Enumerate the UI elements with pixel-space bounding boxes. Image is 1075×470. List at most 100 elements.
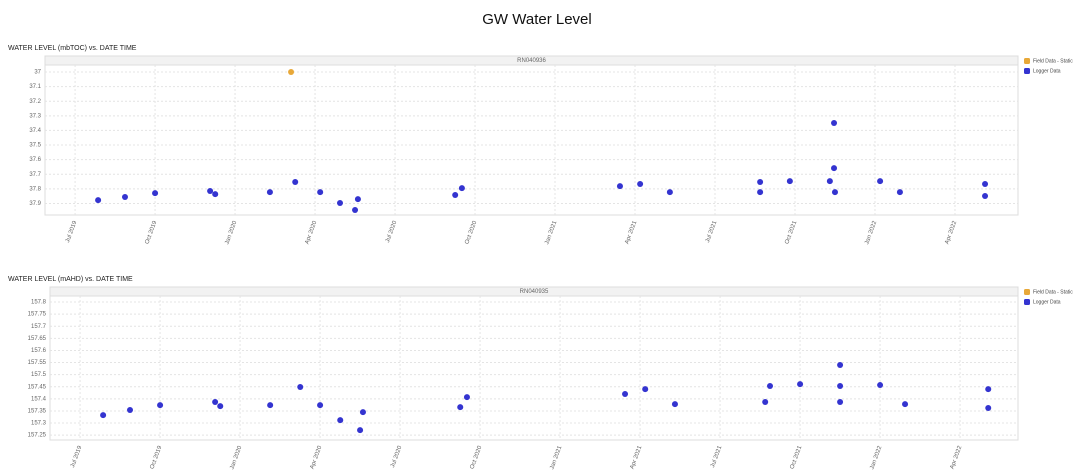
chart-title: WATER LEVEL (mbTOC) vs. DATE TIME bbox=[8, 45, 137, 52]
data-point bbox=[95, 197, 102, 204]
chart-title: WATER LEVEL (mAHD) vs. DATE TIME bbox=[8, 276, 133, 283]
data-point bbox=[831, 189, 838, 196]
data-point bbox=[896, 189, 903, 196]
x-tick-label: Jul 2020 bbox=[390, 445, 404, 469]
legend-swatch bbox=[1024, 299, 1030, 305]
data-point bbox=[666, 189, 673, 196]
data-point bbox=[985, 405, 992, 412]
x-tick-label: Jan 2022 bbox=[864, 220, 878, 246]
data-point bbox=[837, 383, 844, 390]
data-point bbox=[837, 361, 844, 368]
x-tick-label: Jan 2020 bbox=[224, 220, 238, 246]
y-tick-label: 157.45 bbox=[28, 384, 47, 390]
x-tick-label: Apr 2021 bbox=[624, 220, 638, 246]
y-tick-label: 37.6 bbox=[29, 157, 41, 163]
data-point bbox=[831, 119, 838, 126]
data-point bbox=[157, 402, 164, 409]
y-tick-label: 37.8 bbox=[29, 186, 41, 192]
x-tick-label: Oct 2020 bbox=[464, 220, 478, 246]
data-point bbox=[762, 399, 769, 406]
data-point bbox=[767, 383, 773, 390]
data-point bbox=[317, 189, 324, 196]
data-point bbox=[337, 417, 344, 424]
x-tick-label: Jan 2020 bbox=[229, 445, 243, 470]
y-tick-label: 37.2 bbox=[29, 99, 41, 105]
x-tick-label: Apr 2022 bbox=[944, 220, 958, 246]
data-point bbox=[212, 191, 219, 198]
data-point bbox=[152, 190, 159, 197]
data-point bbox=[352, 207, 359, 214]
data-point bbox=[877, 178, 884, 185]
x-tick-label: Jan 2022 bbox=[869, 445, 883, 470]
page-title: GW Water Level bbox=[482, 11, 591, 28]
data-point bbox=[266, 189, 273, 196]
data-point bbox=[354, 196, 361, 203]
x-tick-label: Apr 2020 bbox=[309, 445, 323, 470]
data-point bbox=[902, 401, 909, 408]
x-tick-label: Oct 2020 bbox=[469, 445, 483, 470]
data-point bbox=[212, 399, 219, 406]
data-point bbox=[877, 382, 884, 389]
y-tick-label: 157.6 bbox=[31, 348, 47, 354]
legend-label: Field Data - Static bbox=[1033, 58, 1073, 64]
y-tick-label: 157.4 bbox=[31, 396, 47, 402]
x-tick-label: Jul 2019 bbox=[65, 220, 79, 244]
y-tick-label: 157.25 bbox=[28, 433, 47, 439]
data-point bbox=[297, 383, 304, 390]
legend-swatch bbox=[1024, 58, 1030, 64]
y-tick-label: 157.8 bbox=[31, 300, 47, 306]
y-tick-label: 37.5 bbox=[29, 143, 41, 149]
y-tick-label: 157.55 bbox=[28, 360, 47, 366]
y-tick-label: 37.4 bbox=[29, 128, 41, 134]
y-tick-label: 37.7 bbox=[29, 172, 41, 178]
data-point bbox=[121, 194, 128, 201]
data-point bbox=[982, 193, 989, 200]
data-point bbox=[837, 399, 844, 406]
data-point bbox=[317, 402, 324, 409]
data-point bbox=[458, 185, 465, 192]
y-tick-label: 157.3 bbox=[31, 421, 47, 427]
x-tick-label: Oct 2021 bbox=[789, 445, 803, 470]
x-tick-label: Jul 2021 bbox=[710, 445, 724, 469]
x-tick-label: Jul 2021 bbox=[705, 220, 719, 244]
panel-label: RN040935 bbox=[520, 289, 549, 295]
data-point bbox=[637, 181, 644, 188]
y-tick-label: 37.9 bbox=[29, 201, 41, 207]
data-point bbox=[642, 386, 649, 393]
data-point bbox=[217, 403, 224, 410]
legend-label: Logger Data bbox=[1033, 68, 1061, 74]
x-tick-label: Oct 2019 bbox=[149, 445, 163, 470]
data-point bbox=[757, 178, 764, 185]
data-point bbox=[127, 406, 133, 413]
data-point bbox=[337, 200, 344, 207]
data-point bbox=[100, 412, 107, 419]
data-point bbox=[616, 183, 623, 190]
x-tick-label: Jan 2021 bbox=[544, 220, 558, 246]
x-tick-label: Apr 2020 bbox=[304, 220, 318, 246]
data-point bbox=[671, 401, 678, 408]
y-tick-label: 37 bbox=[34, 70, 41, 76]
y-tick-label: 37.3 bbox=[29, 113, 41, 119]
y-tick-label: 157.75 bbox=[28, 312, 47, 318]
panel-label: RN040936 bbox=[517, 58, 546, 64]
data-point bbox=[622, 391, 629, 398]
data-point bbox=[357, 427, 364, 434]
data-point bbox=[826, 178, 833, 185]
x-tick-label: Jul 2019 bbox=[70, 445, 84, 469]
data-point bbox=[463, 394, 470, 401]
plot-area bbox=[44, 64, 1019, 216]
legend-label: Field Data - Static bbox=[1033, 289, 1073, 295]
y-tick-label: 157.7 bbox=[31, 324, 47, 330]
x-tick-label: Jan 2021 bbox=[549, 445, 563, 470]
y-tick-label: 157.65 bbox=[28, 336, 47, 342]
plot-area bbox=[49, 295, 1019, 441]
data-point bbox=[757, 189, 764, 196]
legend-swatch bbox=[1024, 289, 1030, 295]
y-tick-label: 157.5 bbox=[31, 372, 47, 378]
data-point bbox=[359, 409, 366, 416]
legend-label: Logger Data bbox=[1033, 299, 1061, 305]
data-point bbox=[786, 178, 793, 185]
legend-swatch bbox=[1024, 68, 1030, 74]
x-tick-label: Oct 2021 bbox=[784, 220, 798, 246]
